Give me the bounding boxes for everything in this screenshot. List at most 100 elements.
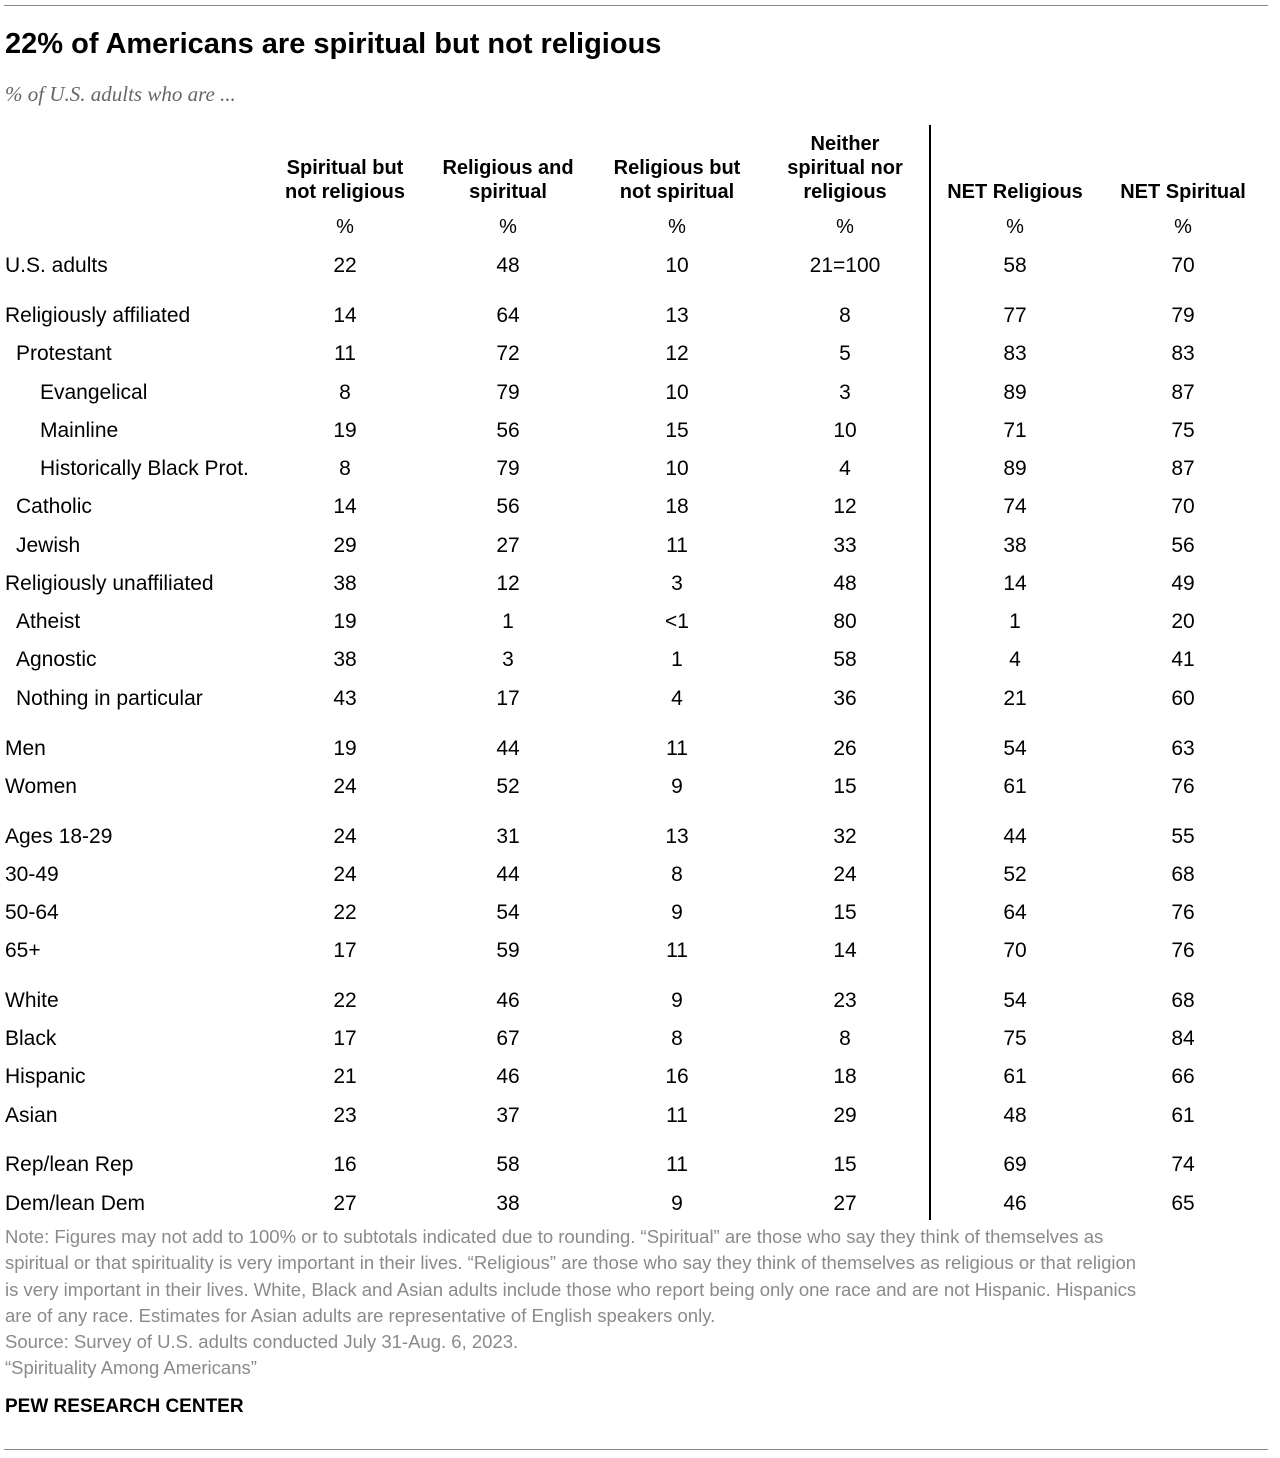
unit-label: %	[336, 216, 354, 238]
table-cell: 15	[665, 419, 689, 442]
column-header-line: spiritual nor	[787, 157, 903, 179]
table-cell: 49	[1171, 572, 1195, 595]
table-cell: 75	[1171, 419, 1195, 442]
table-cell: 38	[1003, 534, 1027, 557]
row-label: White	[5, 989, 59, 1012]
row-label: 50-64	[5, 901, 59, 924]
table-cell: 23	[333, 1104, 357, 1127]
note-line: is very important in their lives. White,…	[5, 1278, 1137, 1300]
table-cell: 13	[665, 825, 689, 848]
row-label: Jewish	[16, 534, 81, 557]
table-cell: 58	[1003, 254, 1027, 277]
table-cell: <1	[665, 610, 689, 633]
table-cell: 9	[671, 989, 683, 1012]
table-cell: 29	[833, 1104, 857, 1127]
table-cell: 11	[666, 1153, 688, 1176]
table-cell: 87	[1171, 457, 1195, 480]
brand-footer: PEW RESEARCH CENTER	[5, 1396, 244, 1417]
table-cell: 14	[1003, 572, 1027, 595]
table-cell: 70	[1171, 495, 1195, 518]
table-cell: 1	[671, 648, 683, 671]
table-cell: 8	[671, 863, 683, 886]
row-label: Hispanic	[5, 1065, 86, 1088]
column-header-3: Religious but not spiritual	[614, 130, 741, 204]
table-cell: 14	[333, 304, 357, 327]
row-label: U.S. adults	[5, 254, 108, 277]
table-cell: 54	[1003, 989, 1027, 1012]
column-header-5: NET Religious	[947, 130, 1083, 204]
table-cell: 52	[1003, 863, 1027, 886]
table-cell: 77	[1003, 304, 1027, 327]
table-cell: 10	[665, 457, 689, 480]
table-cell: 74	[1003, 495, 1027, 518]
table-cell: 54	[1003, 737, 1027, 760]
row-label: Rep/lean Rep	[5, 1153, 134, 1176]
table-cell: 43	[333, 687, 357, 710]
column-header-line: NET Religious	[947, 181, 1083, 203]
row-label: Asian	[5, 1104, 58, 1127]
table-cell: 22	[333, 989, 357, 1012]
table-cell: 71	[1003, 419, 1027, 442]
table-cell: 60	[1171, 687, 1195, 710]
table-cell: 67	[496, 1027, 520, 1050]
table-cell: 20	[1171, 610, 1195, 633]
column-header-4: Neither spiritual nor religious	[787, 130, 903, 204]
table-cell: 52	[496, 775, 520, 798]
table-cell: 8	[339, 457, 351, 480]
table-cell: 48	[1003, 1104, 1027, 1127]
table-cell: 4	[1009, 648, 1021, 671]
unit-label: %	[668, 216, 686, 238]
table-cell: 8	[839, 1027, 851, 1050]
row-label: Religiously unaffiliated	[5, 572, 214, 595]
table-cell: 11	[666, 939, 688, 962]
table-cell: 9	[671, 1192, 683, 1215]
unit-label: %	[836, 216, 854, 238]
table-cell: 19	[333, 737, 357, 760]
note-line: Note: Figures may not add to 100% or to …	[5, 1226, 1104, 1247]
note-line: “Spirituality Among Americans”	[5, 1357, 257, 1379]
table-cell: 66	[1171, 1065, 1195, 1088]
row-label: Agnostic	[16, 648, 97, 671]
column-header-line: Religious and	[442, 157, 574, 179]
column-header-line: Religious but	[613, 157, 741, 179]
table-cell: 79	[496, 457, 520, 480]
table-cell: 69	[1003, 1153, 1027, 1176]
table-cell: 23	[833, 989, 857, 1012]
table-cell: 10	[665, 381, 689, 404]
table-cell: 21=100	[809, 254, 881, 277]
table-cell: 84	[1171, 1027, 1195, 1050]
column-header-line: not spiritual	[619, 181, 735, 203]
row-label: 65+	[5, 939, 41, 962]
table-cell: 17	[496, 687, 520, 710]
note-text: Note: Figures may not add to 100% or to …	[5, 1224, 1267, 1382]
table-cell: 21	[1003, 687, 1027, 710]
row-label: Atheist	[16, 610, 81, 633]
table-cell: 72	[496, 342, 520, 365]
row-label: Women	[5, 775, 77, 798]
table-cell: 61	[1171, 1104, 1195, 1127]
table-cell: 32	[833, 825, 857, 848]
table-cell: 8	[671, 1027, 683, 1050]
table-cell: 5	[839, 342, 851, 365]
table-cell: 48	[496, 254, 520, 277]
table-cell: 89	[1003, 457, 1027, 480]
table-cell: 11	[666, 737, 688, 760]
column-header-6: NET Spiritual	[1120, 130, 1246, 204]
table-cell: 48	[833, 572, 857, 595]
table-cell: 9	[671, 901, 683, 924]
table-cell: 87	[1171, 381, 1195, 404]
table-cell: 58	[496, 1153, 520, 1176]
table-cell: 65	[1171, 1192, 1195, 1215]
row-label: Protestant	[16, 342, 112, 365]
table-cell: 26	[833, 737, 857, 760]
table-cell: 22	[333, 254, 357, 277]
row-label: Black	[5, 1027, 57, 1050]
table-cell: 24	[833, 863, 857, 886]
table-cell: 59	[496, 939, 520, 962]
table-cell: 4	[839, 457, 851, 480]
row-label: Dem/lean Dem	[5, 1192, 146, 1215]
column-header-line: religious	[803, 181, 887, 203]
table-cell: 68	[1171, 863, 1195, 886]
table-cell: 24	[333, 775, 357, 798]
table-cell: 54	[496, 901, 520, 924]
